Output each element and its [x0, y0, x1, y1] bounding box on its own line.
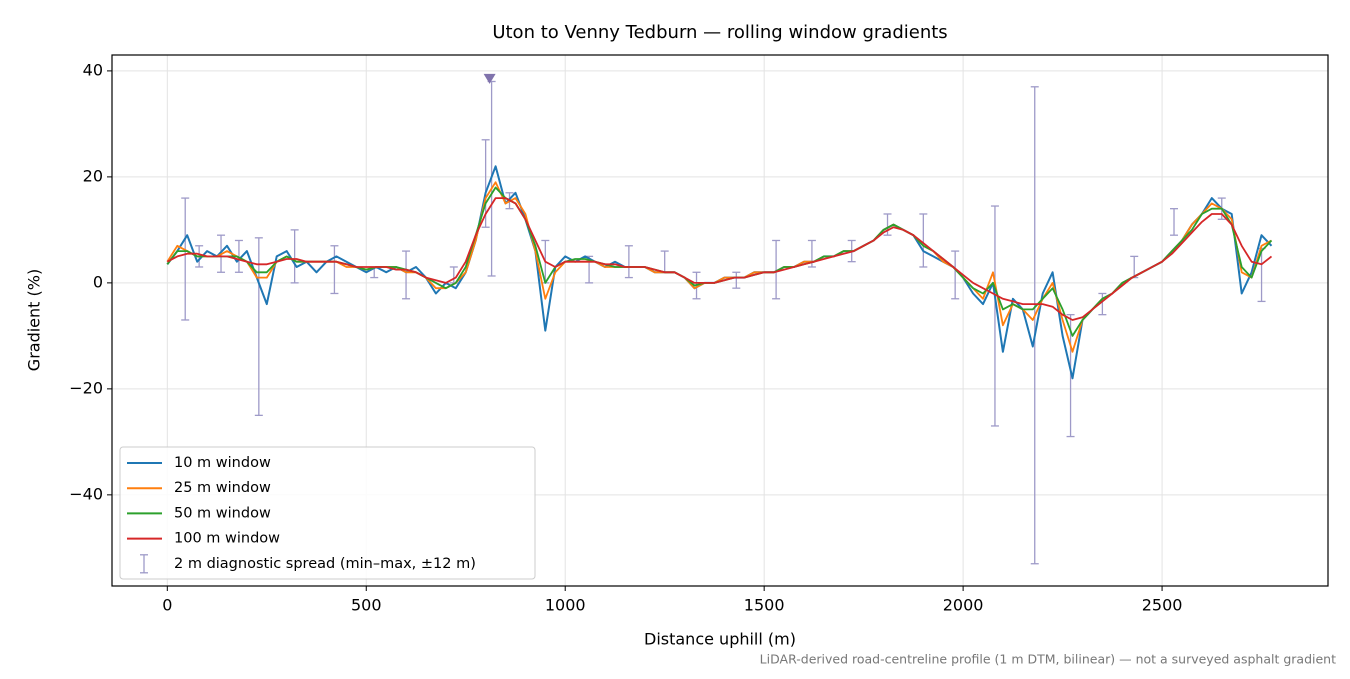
legend-label: 50 m window	[174, 505, 271, 521]
x-tick-label: 0	[162, 596, 172, 615]
series-line	[166, 181, 1272, 353]
y-axis-label: Gradient (%)	[25, 269, 44, 371]
legend-box	[119, 446, 536, 580]
x-tick-label: 2500	[1142, 596, 1183, 615]
footnote: LiDAR-derived road-centreline profile (1…	[760, 652, 1336, 667]
y-tick-label: 0	[93, 272, 103, 291]
x-tick-label: 1000	[545, 596, 586, 615]
series-line	[166, 165, 1273, 380]
x-tick-label: 500	[351, 596, 382, 615]
y-tick-label: 40	[83, 60, 103, 79]
legend-label: 2 m diagnostic spread (min–max, ±12 m)	[174, 556, 476, 572]
chart-title: Uton to Venny Tedburn — rolling window g…	[492, 22, 947, 43]
x-tick-label: 1500	[744, 596, 785, 615]
axes-frame	[111, 54, 1329, 587]
y-tick-label: 20	[83, 166, 103, 185]
series-line	[166, 197, 1273, 321]
peak-marker	[483, 73, 496, 84]
legend-label: 100 m window	[174, 531, 280, 547]
legend-label: 10 m window	[174, 455, 271, 471]
plot-area	[166, 73, 1273, 565]
x-tick-label: 2000	[943, 596, 984, 615]
y-tick-label: −40	[69, 484, 103, 503]
x-axis-label: Distance uphill (m)	[644, 630, 796, 649]
legend-label: 25 m window	[174, 480, 271, 496]
y-tick-label: −20	[69, 378, 103, 397]
